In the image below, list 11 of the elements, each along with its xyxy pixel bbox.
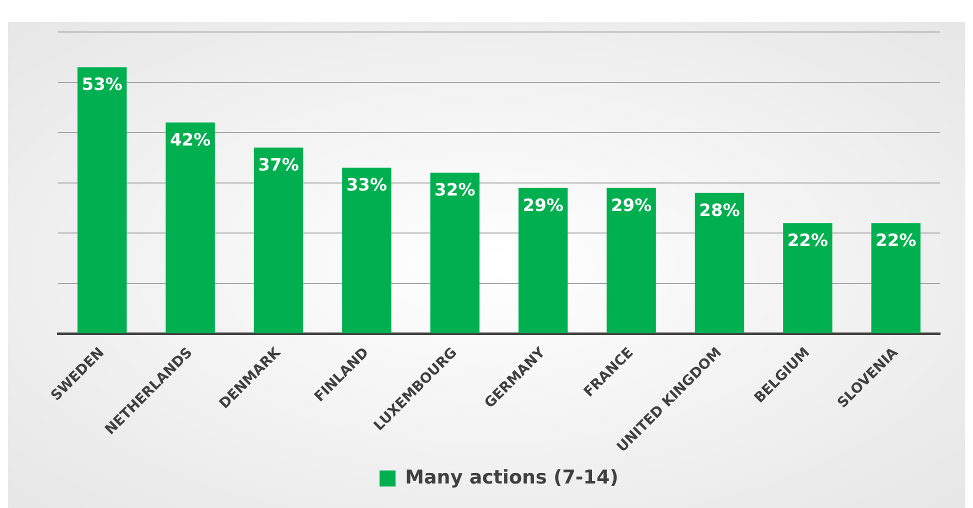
data-label: 32%: [434, 180, 476, 201]
data-label: 37%: [258, 156, 299, 176]
data-label: 22%: [787, 230, 828, 251]
data-label: 29%: [522, 196, 564, 216]
data-label: 53%: [82, 75, 122, 96]
data-label: 42%: [170, 130, 211, 150]
legend-label: Many actions (7-14): [405, 466, 618, 488]
data-label: 28%: [699, 200, 740, 221]
data-label: 22%: [876, 230, 916, 251]
data-label: 33%: [346, 176, 388, 196]
data-label: 29%: [610, 196, 652, 216]
